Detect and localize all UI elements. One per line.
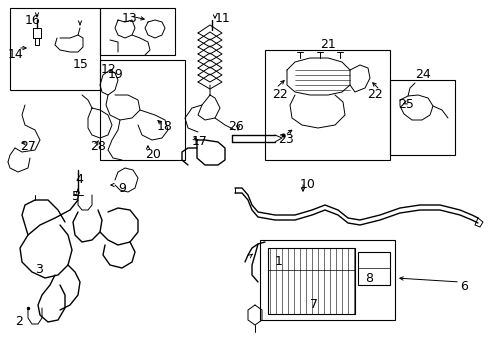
Text: 4: 4 [75,173,83,186]
Text: 22: 22 [367,88,383,101]
Text: 21: 21 [320,38,336,51]
Text: 5: 5 [72,190,80,203]
Bar [10,8,100,90]
Text: 17: 17 [192,135,208,148]
Text: 25: 25 [398,98,414,111]
Bar [100,8,175,55]
Text: 26: 26 [228,120,244,133]
Bar [268,248,355,314]
Bar [390,80,455,155]
Text: 16: 16 [25,14,41,27]
Text: 9: 9 [118,182,126,195]
Text: 3: 3 [35,263,43,276]
Bar [100,60,185,160]
Text: 6: 6 [460,280,468,293]
Text: 24: 24 [415,68,431,81]
Text: 13: 13 [122,12,138,25]
Text: 7: 7 [310,298,318,311]
Text: 2: 2 [15,315,23,328]
Text: 23: 23 [278,133,294,146]
Text: 27: 27 [20,140,36,153]
Text: 15: 15 [73,58,89,71]
Bar [260,240,395,320]
Text: 14: 14 [8,48,24,61]
Bar [265,50,390,160]
Text: 20: 20 [145,148,161,161]
Text: 18: 18 [157,120,173,133]
Text: 12: 12 [101,63,117,76]
Text: 19: 19 [108,68,124,81]
Text: 1: 1 [275,255,283,268]
Text: 8: 8 [365,272,373,285]
Text: 22: 22 [272,88,288,101]
Text: 10: 10 [300,178,316,191]
Text: 28: 28 [90,140,106,153]
Text: 11: 11 [215,12,231,25]
Bar [358,252,390,285]
